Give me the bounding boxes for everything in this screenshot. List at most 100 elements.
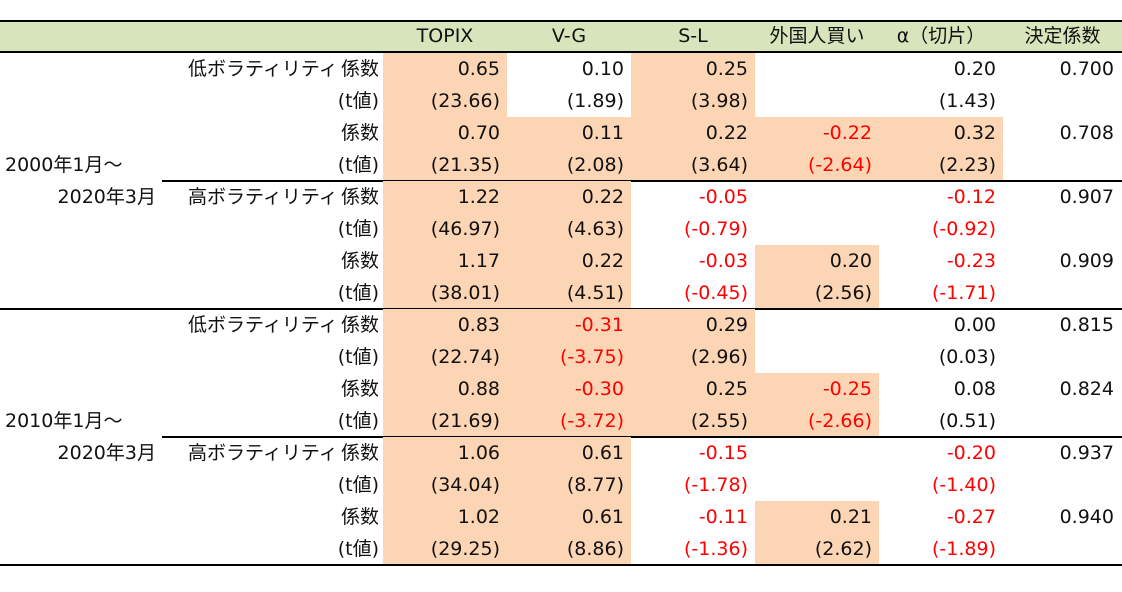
t-value: (3.98)	[690, 90, 748, 112]
coefficient-value: -0.30	[574, 378, 624, 400]
coefficient-value: -0.05	[698, 186, 748, 208]
highlight-cell	[507, 277, 631, 309]
r-squared-value: 0.708	[1059, 122, 1114, 144]
highlight-cell	[383, 149, 507, 181]
coefficient-value: 0.61	[581, 442, 624, 464]
coefficient-value: 0.22	[705, 122, 748, 144]
coefficient-value: -0.12	[946, 186, 996, 208]
t-value: (-1.71)	[932, 282, 996, 304]
t-value: (-0.45)	[684, 282, 748, 304]
r-squared-value: 0.937	[1059, 442, 1114, 464]
t-value: (-2.64)	[808, 154, 872, 176]
t-value: (21.35)	[430, 154, 500, 176]
highlight-cell	[383, 309, 507, 341]
coefficient-value: 1.22	[457, 186, 500, 208]
divider	[162, 436, 1122, 438]
highlight-cell	[631, 373, 755, 405]
t-value: (2.56)	[814, 282, 872, 304]
highlight-cell	[383, 53, 507, 85]
coefficient-value: -0.23	[946, 250, 996, 272]
t-value: (4.63)	[566, 218, 624, 240]
highlight-cell	[383, 181, 507, 213]
coefficient-value: -0.31	[574, 314, 624, 336]
highlight-cell	[755, 373, 879, 405]
coefficient-value: 0.32	[953, 122, 996, 144]
highlight-cell	[383, 501, 507, 533]
highlight-cell	[507, 149, 631, 181]
volatility-label: 高ボラティリティ	[188, 186, 338, 208]
t-value: (38.01)	[430, 282, 500, 304]
r-squared-value: 0.700	[1059, 58, 1114, 80]
r-squared-value: 0.824	[1059, 378, 1114, 400]
t-value: (-1.89)	[932, 538, 996, 560]
t-value: (29.25)	[430, 538, 500, 560]
highlight-cell	[755, 405, 879, 437]
highlight-cell	[631, 405, 755, 437]
r-squared-value: 0.907	[1059, 186, 1114, 208]
highlight-cell	[383, 117, 507, 149]
coefficient-value: -0.22	[822, 122, 872, 144]
coefficient-value: 1.17	[457, 250, 500, 272]
highlight-cell	[755, 501, 879, 533]
period-end-label: 2020年3月	[57, 442, 156, 464]
column-header: V-G	[551, 25, 587, 47]
highlight-cell	[507, 117, 631, 149]
coefficient-value: 0.83	[457, 314, 500, 336]
highlight-cell	[507, 341, 631, 373]
row-label: 係数	[340, 314, 379, 336]
coefficient-value: 0.10	[581, 58, 624, 80]
coefficient-value: 0.70	[457, 122, 500, 144]
highlight-cell	[383, 405, 507, 437]
t-value: (2.08)	[566, 154, 624, 176]
highlight-cell	[507, 373, 631, 405]
t-value: (2.62)	[814, 538, 872, 560]
highlight-cell	[755, 149, 879, 181]
highlight-cell	[383, 341, 507, 373]
coefficient-value: 0.20	[953, 58, 996, 80]
highlight-cell	[755, 245, 879, 277]
coefficient-value: 0.21	[829, 506, 872, 528]
t-value: (-1.36)	[684, 538, 748, 560]
row-label: (t値)	[337, 538, 379, 560]
highlight-cell	[631, 117, 755, 149]
coefficient-value: 0.65	[457, 58, 500, 80]
t-value: (22.74)	[430, 346, 500, 368]
volatility-label: 高ボラティリティ	[188, 442, 338, 464]
highlight-cell	[755, 277, 879, 309]
divider	[0, 564, 1122, 566]
highlight-cell	[631, 53, 755, 85]
coefficient-value: 1.06	[457, 442, 500, 464]
highlight-cell	[507, 213, 631, 245]
t-value: (1.89)	[566, 90, 624, 112]
coefficient-value: -0.11	[698, 506, 748, 528]
t-value: (-0.79)	[684, 218, 748, 240]
t-value: (8.77)	[566, 474, 624, 496]
coefficient-value: -0.20	[946, 442, 996, 464]
highlight-cell	[631, 85, 755, 117]
column-header: S-L	[678, 25, 708, 47]
column-header: α（切片）	[896, 25, 986, 47]
highlight-cell	[507, 181, 631, 213]
highlight-cell	[507, 405, 631, 437]
highlight-cell	[507, 245, 631, 277]
t-value: (2.55)	[690, 410, 748, 432]
t-value: (-0.92)	[932, 218, 996, 240]
row-label: 係数	[340, 58, 379, 80]
highlight-cell	[507, 501, 631, 533]
highlight-cell	[383, 245, 507, 277]
column-header: 決定係数	[1024, 25, 1101, 47]
t-value: (1.43)	[938, 90, 996, 112]
t-value: (21.69)	[430, 410, 500, 432]
period-start-label: 2000年1月～	[5, 154, 123, 176]
row-label: 係数	[340, 250, 379, 272]
divider	[162, 180, 1122, 182]
t-value: (2.96)	[690, 346, 748, 368]
t-value: (-2.66)	[808, 410, 872, 432]
t-value: (4.51)	[566, 282, 624, 304]
highlight-cell	[383, 533, 507, 565]
coefficient-value: 0.88	[457, 378, 500, 400]
highlight-cell	[507, 437, 631, 469]
period-start-label: 2010年1月～	[5, 410, 123, 432]
row-label: 係数	[340, 122, 379, 144]
highlight-cell	[631, 149, 755, 181]
